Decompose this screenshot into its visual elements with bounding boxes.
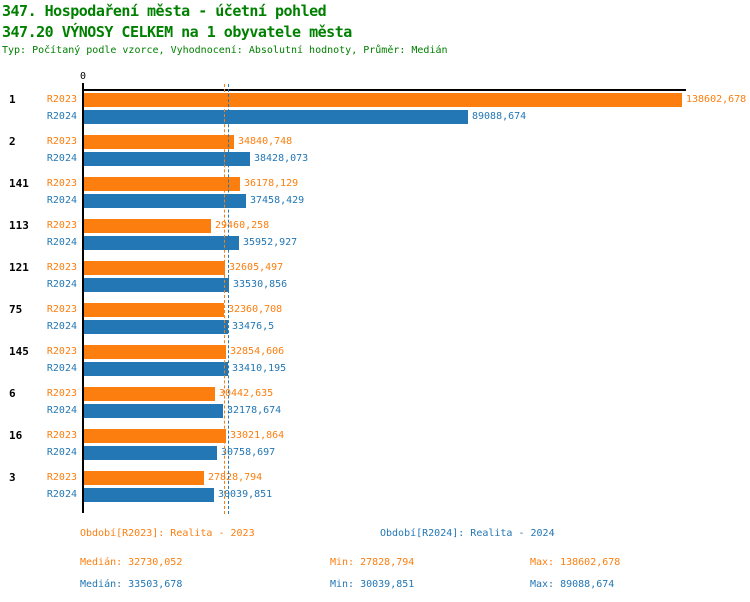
chart-meta: Typ: Počítaný podle vzorce, Vyhodnocení:… bbox=[2, 45, 448, 56]
bar-r2023 bbox=[84, 93, 682, 107]
category-label: 113 bbox=[9, 219, 29, 232]
bar-value-label: 138602,678 bbox=[686, 94, 747, 105]
series-label-r2024: R2024 bbox=[46, 447, 77, 458]
legend-r2023-period: Období[R2023]: Realita - 2023 bbox=[80, 528, 255, 539]
series-label-r2024: R2024 bbox=[46, 279, 77, 290]
bar-value-label: 33530,856 bbox=[233, 279, 288, 290]
bar-value-label: 35952,927 bbox=[243, 237, 298, 248]
bar-value-label: 30758,697 bbox=[221, 447, 276, 458]
bar-r2024 bbox=[84, 404, 223, 418]
bar-value-label: 32178,674 bbox=[227, 405, 282, 416]
stat-r2023-min: Min: 27828,794 bbox=[330, 557, 415, 568]
series-label-r2023: R2023 bbox=[46, 178, 77, 189]
series-label-r2024: R2024 bbox=[46, 363, 77, 374]
bar-value-label: 32605,497 bbox=[229, 262, 284, 273]
bar-r2024 bbox=[84, 446, 217, 460]
bar-value-label: 33476,5 bbox=[232, 321, 275, 332]
bar-r2023 bbox=[84, 345, 226, 359]
bar-r2023 bbox=[84, 261, 225, 275]
bar-r2023 bbox=[84, 135, 234, 149]
legend-r2024-period: Období[R2024]: Realita - 2024 bbox=[380, 528, 555, 539]
series-label-r2023: R2023 bbox=[46, 346, 77, 357]
bar-r2024 bbox=[84, 194, 246, 208]
series-label-r2024: R2024 bbox=[46, 321, 77, 332]
median-line-r2023 bbox=[224, 84, 225, 514]
bar-r2023 bbox=[84, 387, 215, 401]
bar-value-label: 27828,794 bbox=[208, 472, 263, 483]
bar-r2024 bbox=[84, 278, 229, 292]
median-line-r2024 bbox=[228, 84, 229, 514]
series-label-r2023: R2023 bbox=[46, 472, 77, 483]
stat-r2023-median: Medián: 32730,052 bbox=[80, 557, 183, 568]
bar-r2024 bbox=[84, 488, 214, 502]
series-label-r2024: R2024 bbox=[46, 111, 77, 122]
category-label: 3 bbox=[9, 471, 16, 484]
category-label: 16 bbox=[9, 429, 23, 442]
series-label-r2024: R2024 bbox=[46, 195, 77, 206]
page-title: 347. Hospodaření města - účetní pohled bbox=[2, 2, 327, 20]
bar-value-label: 36178,129 bbox=[244, 178, 299, 189]
bar-r2023 bbox=[84, 219, 211, 233]
category-label: 6 bbox=[9, 387, 16, 400]
stat-r2024-median: Medián: 33503,678 bbox=[80, 579, 183, 590]
stat-r2023-max: Max: 138602,678 bbox=[530, 557, 621, 568]
bar-value-label: 30442,635 bbox=[219, 388, 274, 399]
bar-r2024 bbox=[84, 362, 228, 376]
bar-value-label: 89088,674 bbox=[472, 111, 527, 122]
series-label-r2024: R2024 bbox=[46, 489, 77, 500]
series-label-r2024: R2024 bbox=[46, 405, 77, 416]
bar-value-label: 38428,073 bbox=[254, 153, 309, 164]
stat-r2024-min: Min: 30039,851 bbox=[330, 579, 415, 590]
bar-value-label: 32360,708 bbox=[228, 304, 283, 315]
y-axis-line bbox=[82, 89, 84, 513]
bar-r2024 bbox=[84, 152, 250, 166]
category-label: 141 bbox=[9, 177, 29, 190]
series-label-r2023: R2023 bbox=[46, 220, 77, 231]
bar-r2023 bbox=[84, 429, 226, 443]
bar-value-label: 37458,429 bbox=[250, 195, 305, 206]
bar-r2024 bbox=[84, 236, 239, 250]
series-label-r2024: R2024 bbox=[46, 237, 77, 248]
bar-value-label: 32854,606 bbox=[230, 346, 285, 357]
category-label: 75 bbox=[9, 303, 23, 316]
series-label-r2023: R2023 bbox=[46, 94, 77, 105]
series-label-r2023: R2023 bbox=[46, 136, 77, 147]
stat-r2024-max: Max: 89088,674 bbox=[530, 579, 615, 590]
series-label-r2024: R2024 bbox=[46, 153, 77, 164]
bar-value-label: 34840,748 bbox=[238, 136, 293, 147]
bar-value-label: 33021,864 bbox=[230, 430, 285, 441]
x-axis-zero-label: 0 bbox=[79, 71, 87, 82]
series-label-r2023: R2023 bbox=[46, 388, 77, 399]
bar-r2024 bbox=[84, 110, 468, 124]
category-label: 145 bbox=[9, 345, 29, 358]
x-axis-tick bbox=[82, 83, 84, 89]
category-label: 2 bbox=[9, 135, 16, 148]
series-label-r2023: R2023 bbox=[46, 304, 77, 315]
bar-r2023 bbox=[84, 471, 204, 485]
category-label: 1 bbox=[9, 93, 16, 106]
x-axis-line bbox=[83, 89, 686, 91]
bar-value-label: 29460,258 bbox=[215, 220, 270, 231]
bar-value-label: 30039,851 bbox=[218, 489, 273, 500]
series-label-r2023: R2023 bbox=[46, 430, 77, 441]
bar-value-label: 33410,195 bbox=[232, 363, 287, 374]
bar-r2023 bbox=[84, 177, 240, 191]
category-label: 121 bbox=[9, 261, 29, 274]
bar-r2023 bbox=[84, 303, 224, 317]
bar-r2024 bbox=[84, 320, 228, 334]
page-subtitle: 347.20 VÝNOSY CELKEM na 1 obyvatele měst… bbox=[2, 23, 352, 41]
series-label-r2023: R2023 bbox=[46, 262, 77, 273]
